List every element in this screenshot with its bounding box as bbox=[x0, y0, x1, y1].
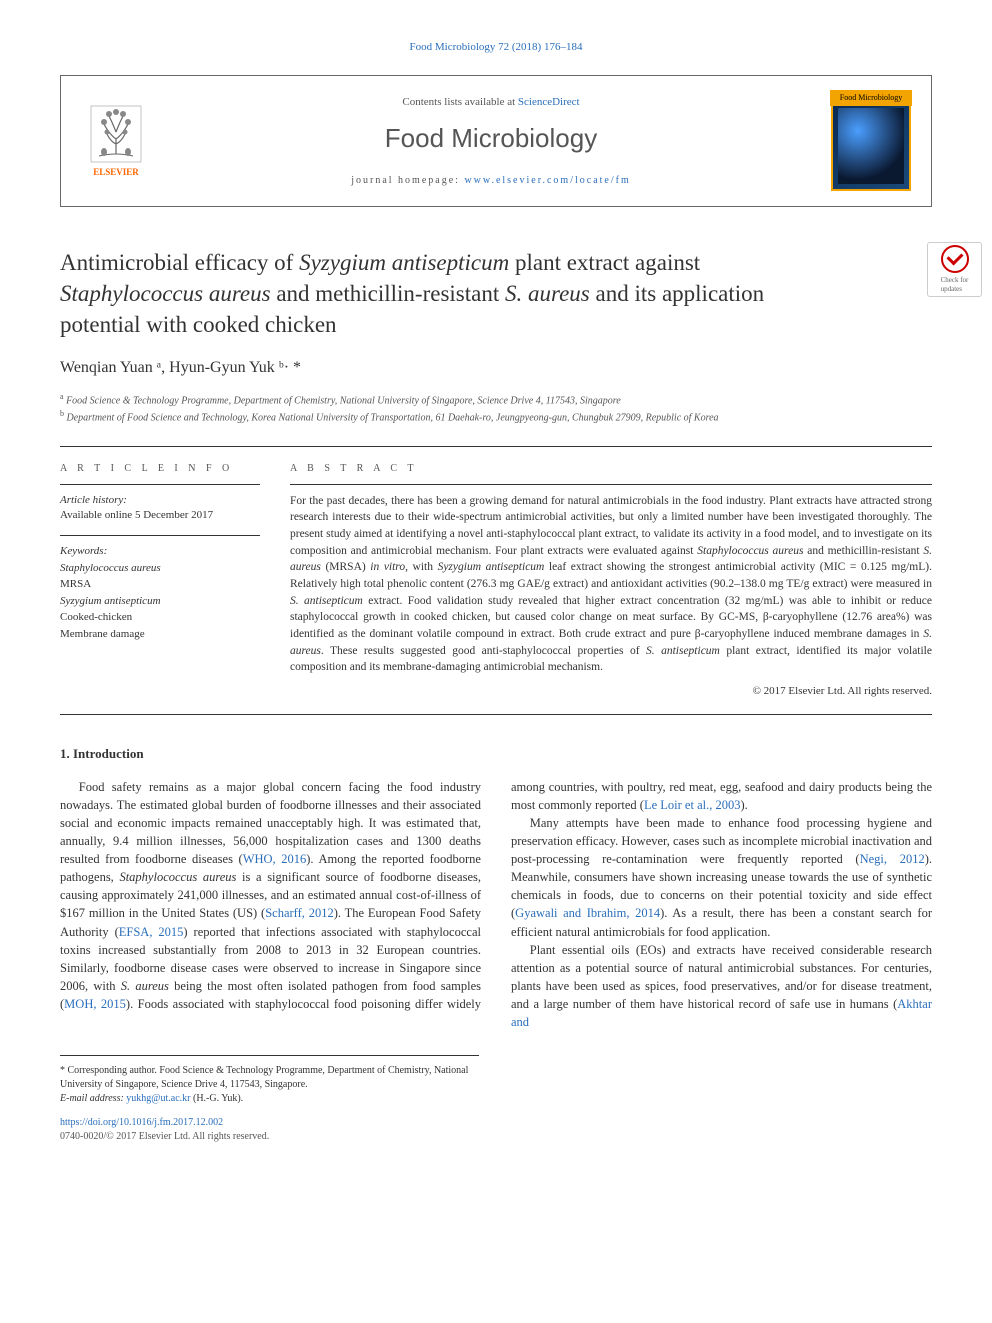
divider bbox=[60, 535, 260, 536]
ref-link[interactable]: Negi, 2012 bbox=[860, 852, 925, 866]
doi-link[interactable]: https://doi.org/10.1016/j.fm.2017.12.002 bbox=[60, 1116, 932, 1130]
journal-cover-thumbnail: Food Microbiology bbox=[831, 91, 911, 191]
ref-link[interactable]: Gyawali and Ibrahim, 2014 bbox=[515, 906, 660, 920]
email-line: E-mail address: yukhg@ut.ac.kr (H.-G. Yu… bbox=[60, 1092, 479, 1106]
homepage-line: journal homepage: www.elsevier.com/locat… bbox=[151, 174, 831, 188]
corresponding-author: * Corresponding author. Food Science & T… bbox=[60, 1064, 479, 1092]
section-heading: 1. Introduction bbox=[60, 745, 932, 763]
body-text: Food safety remains as a major global co… bbox=[60, 778, 932, 1032]
elsevier-tree-icon bbox=[89, 104, 143, 164]
divider bbox=[60, 484, 260, 485]
journal-name: Food Microbiology bbox=[151, 120, 831, 156]
journal-homepage-link[interactable]: www.elsevier.com/locate/fm bbox=[464, 175, 630, 186]
ref-link[interactable]: Le Loir et al., 2003 bbox=[644, 798, 741, 812]
check-text: Check forupdates bbox=[941, 276, 969, 296]
cover-image bbox=[838, 108, 904, 184]
divider bbox=[60, 714, 932, 715]
abstract-heading: A B S T R A C T bbox=[290, 462, 932, 476]
ref-link[interactable]: WHO, 2016 bbox=[243, 852, 307, 866]
contents-line: Contents lists available at ScienceDirec… bbox=[151, 95, 831, 110]
cover-label: Food Microbiology bbox=[830, 90, 912, 105]
journal-issue-link[interactable]: Food Microbiology 72 (2018) 176–184 bbox=[60, 40, 932, 55]
divider bbox=[290, 484, 932, 485]
article-info-heading: A R T I C L E I N F O bbox=[60, 462, 260, 476]
ref-link[interactable]: MOH, 2015 bbox=[64, 997, 126, 1011]
history-label: Article history: bbox=[60, 493, 260, 508]
check-updates-badge[interactable]: Check forupdates bbox=[927, 242, 982, 297]
history-text: Available online 5 December 2017 bbox=[60, 508, 260, 523]
abstract-copyright: © 2017 Elsevier Ltd. All rights reserved… bbox=[290, 684, 932, 699]
ref-link[interactable]: Akhtar and bbox=[511, 997, 932, 1029]
abstract: A B S T R A C T For the past decades, th… bbox=[290, 462, 932, 700]
abstract-text: For the past decades, there has been a g… bbox=[290, 493, 932, 676]
article-info: A R T I C L E I N F O Article history: A… bbox=[60, 462, 260, 700]
article-title: Antimicrobial efficacy of Syzygium antis… bbox=[60, 247, 932, 340]
journal-header: ELSEVIER Contents lists available at Sci… bbox=[60, 75, 932, 207]
keywords-label: Keywords: bbox=[60, 544, 260, 559]
email-link[interactable]: yukhg@ut.ac.kr bbox=[126, 1093, 190, 1104]
keywords-list: Staphylococcus aureusMRSASyzygium antise… bbox=[60, 560, 260, 643]
checkmark-icon bbox=[941, 245, 969, 273]
affiliations: a Food Science & Technology Programme, D… bbox=[60, 391, 932, 426]
publisher-logo: ELSEVIER bbox=[81, 99, 151, 184]
divider bbox=[60, 446, 932, 447]
footnote: * Corresponding author. Food Science & T… bbox=[60, 1055, 479, 1106]
publisher-name: ELSEVIER bbox=[93, 166, 139, 179]
sciencedirect-link[interactable]: ScienceDirect bbox=[518, 96, 580, 108]
ref-link[interactable]: Scharff, 2012 bbox=[265, 906, 334, 920]
authors: Wenqian Yuan ᵃ, Hyun-Gyun Yuk ᵇ· * bbox=[60, 357, 932, 379]
issn-copyright: 0740-0020/© 2017 Elsevier Ltd. All right… bbox=[60, 1130, 932, 1144]
ref-link[interactable]: EFSA, 2015 bbox=[119, 925, 184, 939]
